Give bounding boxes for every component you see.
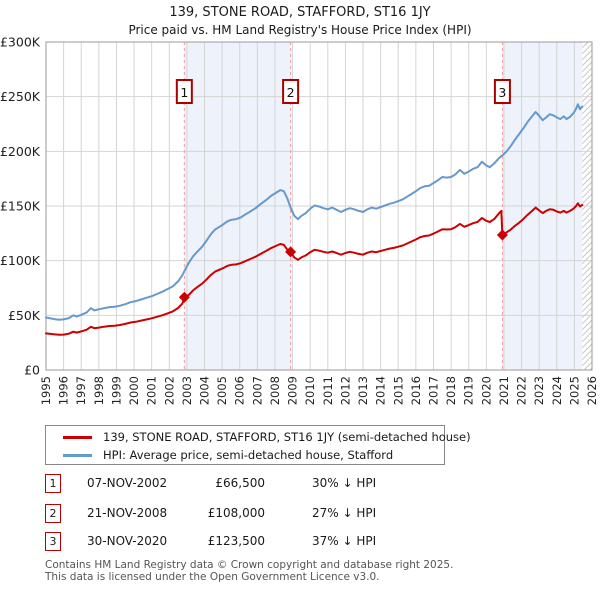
svg-text:1997: 1997: [74, 376, 88, 405]
svg-text:2024: 2024: [550, 376, 564, 405]
svg-text:1996: 1996: [57, 376, 71, 405]
sale-price: £108,000: [207, 506, 265, 520]
svg-text:£150K: £150K: [0, 199, 41, 214]
price-chart: 1 2 3 £0 £50K £100K £150K £200K £250K £300K 1995 19…: [0, 35, 599, 406]
transaction-row: 2 21-NOV-2008 £108,000 27% ↓ HPI: [45, 504, 545, 526]
transaction-row: 1 07-NOV-2002 £66,500 30% ↓ HPI: [45, 474, 545, 496]
svg-text:2019: 2019: [462, 376, 476, 405]
svg-text:2002: 2002: [162, 376, 176, 405]
svg-text:1: 1: [180, 85, 188, 100]
svg-text:2023: 2023: [532, 376, 546, 405]
footer-line-2: This data is licensed under the Open Gov…: [45, 571, 380, 584]
svg-text:2013: 2013: [356, 376, 370, 405]
svg-text:1999: 1999: [109, 376, 123, 405]
svg-text:2007: 2007: [250, 376, 264, 405]
svg-text:2025: 2025: [567, 376, 581, 405]
transaction-row: 3 30-NOV-2020 £123,500 37% ↓ HPI: [45, 532, 545, 554]
svg-text:1995: 1995: [39, 376, 53, 405]
sale-number-badge: 2: [45, 504, 61, 523]
legend-label-property: 139, STONE ROAD, STAFFORD, ST16 1JY (sem…: [103, 430, 471, 444]
svg-text:£200K: £200K: [0, 144, 41, 159]
sale-date: 30-NOV-2020: [87, 534, 168, 548]
svg-text:2010: 2010: [303, 376, 317, 405]
svg-text:2: 2: [287, 85, 295, 100]
svg-text:2003: 2003: [180, 376, 194, 405]
chart-legend: 139, STONE ROAD, STAFFORD, ST16 1JY (sem…: [45, 425, 471, 465]
sale-hpi-delta: 30% ↓ HPI: [312, 476, 377, 490]
sale-number-badge: 3: [45, 532, 61, 551]
svg-text:2001: 2001: [145, 376, 159, 405]
property-line-swatch: [63, 435, 92, 439]
legend-item-property: 139, STONE ROAD, STAFFORD, ST16 1JY (sem…: [46, 428, 471, 446]
footer-line-1: Contains HM Land Registry data © Crown c…: [45, 559, 454, 571]
sale-price: £66,500: [215, 476, 265, 490]
license-footer: Contains HM Land Registry data © Crown c…: [45, 559, 453, 584]
svg-text:2009: 2009: [286, 376, 300, 405]
svg-text:£50K: £50K: [8, 308, 41, 323]
svg-text:£0: £0: [24, 363, 40, 378]
sale-price: £123,500: [207, 534, 265, 548]
svg-text:2016: 2016: [409, 376, 423, 405]
legend-label-hpi: HPI: Average price, semi-detached house,…: [103, 448, 394, 462]
svg-text:2015: 2015: [391, 376, 405, 405]
sale-number-badge: 1: [45, 474, 61, 493]
svg-text:2021: 2021: [497, 376, 511, 405]
sale-date: 21-NOV-2008: [87, 506, 168, 520]
svg-text:2026: 2026: [585, 376, 599, 405]
svg-text:2000: 2000: [127, 376, 141, 405]
svg-text:£250K: £250K: [0, 89, 41, 104]
svg-text:£300K: £300K: [0, 35, 41, 50]
svg-text:2005: 2005: [215, 376, 229, 405]
svg-text:2004: 2004: [198, 376, 212, 405]
svg-text:2017: 2017: [426, 376, 440, 405]
page-title: 139, STONE ROAD, STAFFORD, ST16 1JY: [169, 5, 431, 20]
sale-hpi-delta: 27% ↓ HPI: [312, 506, 377, 520]
svg-text:£100K: £100K: [0, 253, 41, 268]
svg-text:2011: 2011: [321, 376, 335, 405]
svg-text:2008: 2008: [268, 376, 282, 405]
svg-text:2012: 2012: [338, 376, 352, 405]
svg-text:1998: 1998: [92, 376, 106, 405]
sale-date: 07-NOV-2002: [87, 476, 168, 490]
legend-item-hpi: HPI: Average price, semi-detached house,…: [46, 446, 444, 464]
svg-text:2014: 2014: [374, 376, 388, 405]
svg-text:2006: 2006: [233, 376, 247, 405]
svg-text:3: 3: [498, 85, 506, 100]
page-subtitle: Price paid vs. HM Land Registry's House …: [128, 23, 472, 37]
svg-text:2018: 2018: [444, 376, 458, 405]
svg-text:2022: 2022: [515, 376, 529, 405]
svg-text:2020: 2020: [479, 376, 493, 405]
sale-hpi-delta: 37% ↓ HPI: [312, 534, 377, 548]
hpi-line-swatch: [63, 453, 92, 457]
